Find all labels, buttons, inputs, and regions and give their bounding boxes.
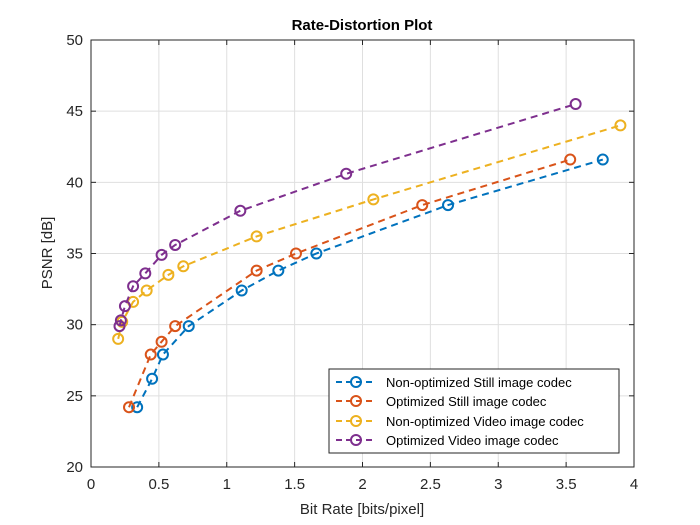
legend-marker [350, 415, 362, 427]
data-point [442, 199, 455, 212]
data-point [144, 348, 157, 361]
data-point [340, 167, 353, 180]
x-axis-label: Bit Rate [bits/pixel] [300, 501, 424, 518]
data-point [235, 284, 248, 297]
data-point [162, 268, 175, 281]
y-tick-label: 40 [66, 174, 83, 191]
legend-marker [350, 395, 362, 407]
legend-item: Optimized Video image codec [336, 433, 559, 448]
series-line [118, 103, 576, 327]
data-point [234, 204, 247, 217]
legend: Non-optimized Still image codec Optimize… [328, 368, 620, 454]
data-point [310, 247, 323, 260]
data-point [113, 320, 126, 333]
y-tick-label: 30 [66, 317, 83, 334]
series-3 [112, 119, 627, 345]
legend-label: Non-optimized Still image codec [386, 375, 572, 390]
data-point [569, 98, 582, 111]
data-point [114, 314, 127, 327]
x-tick-label: 3.5 [556, 476, 577, 493]
y-tick-label: 45 [66, 103, 83, 120]
data-point [139, 267, 152, 280]
data-point [155, 335, 168, 348]
x-tick-label: 4 [630, 476, 638, 493]
y-axis-label: PSNR [dB] [39, 217, 56, 290]
data-point [564, 153, 577, 166]
x-tick-label: 0.5 [148, 476, 169, 493]
data-point [367, 193, 380, 206]
data-point [250, 230, 263, 243]
data-point [272, 264, 285, 277]
legend-marker [350, 434, 362, 446]
data-point [155, 248, 168, 261]
data-point [182, 320, 195, 333]
data-point [131, 401, 144, 414]
legend-item: Non-optimized Video image codec [336, 414, 584, 429]
data-point [140, 284, 153, 297]
legend-label: Optimized Video image codec [386, 433, 559, 448]
chart-title: Rate-Distortion Plot [292, 17, 433, 34]
series-layer [112, 98, 627, 414]
series-line [117, 124, 621, 340]
legend-label: Non-optimized Video image codec [386, 414, 584, 429]
legend-box [328, 368, 620, 454]
series-4 [113, 98, 582, 333]
x-tick-label: 1 [223, 476, 231, 493]
y-tick-label: 20 [66, 459, 83, 476]
data-point [177, 260, 190, 273]
legend-item: Non-optimized Still image codec [336, 375, 572, 390]
x-tick-label: 2.5 [420, 476, 441, 493]
x-tick-label: 0 [87, 476, 95, 493]
ticks: 0 0.5 1 1.5 2 2.5 3 3.5 4 20 25 30 35 40 45 50 [66, 32, 638, 493]
data-point [123, 401, 136, 414]
legend-item: Optimized Still image codec [336, 394, 547, 409]
data-point [416, 199, 429, 212]
data-point [596, 153, 609, 166]
data-point [614, 119, 627, 132]
legend-marker [350, 376, 362, 388]
legend-label: Optimized Still image codec [386, 394, 547, 409]
x-tick-label: 2 [358, 476, 366, 493]
x-tick-label: 1.5 [284, 476, 305, 493]
series-1 [131, 153, 609, 414]
data-point [169, 238, 182, 251]
series-2 [123, 153, 577, 414]
data-point [127, 280, 140, 293]
y-tick-label: 50 [66, 32, 83, 49]
data-point [289, 247, 302, 260]
y-tick-label: 35 [66, 246, 83, 263]
data-point [250, 264, 263, 277]
data-point [169, 320, 182, 333]
data-point [156, 348, 169, 361]
y-tick-label: 25 [66, 388, 83, 405]
data-point [112, 332, 125, 345]
series-line [128, 158, 571, 408]
data-point [146, 372, 159, 385]
data-point [118, 300, 131, 313]
x-tick-label: 3 [494, 476, 502, 493]
series-line [136, 158, 604, 408]
